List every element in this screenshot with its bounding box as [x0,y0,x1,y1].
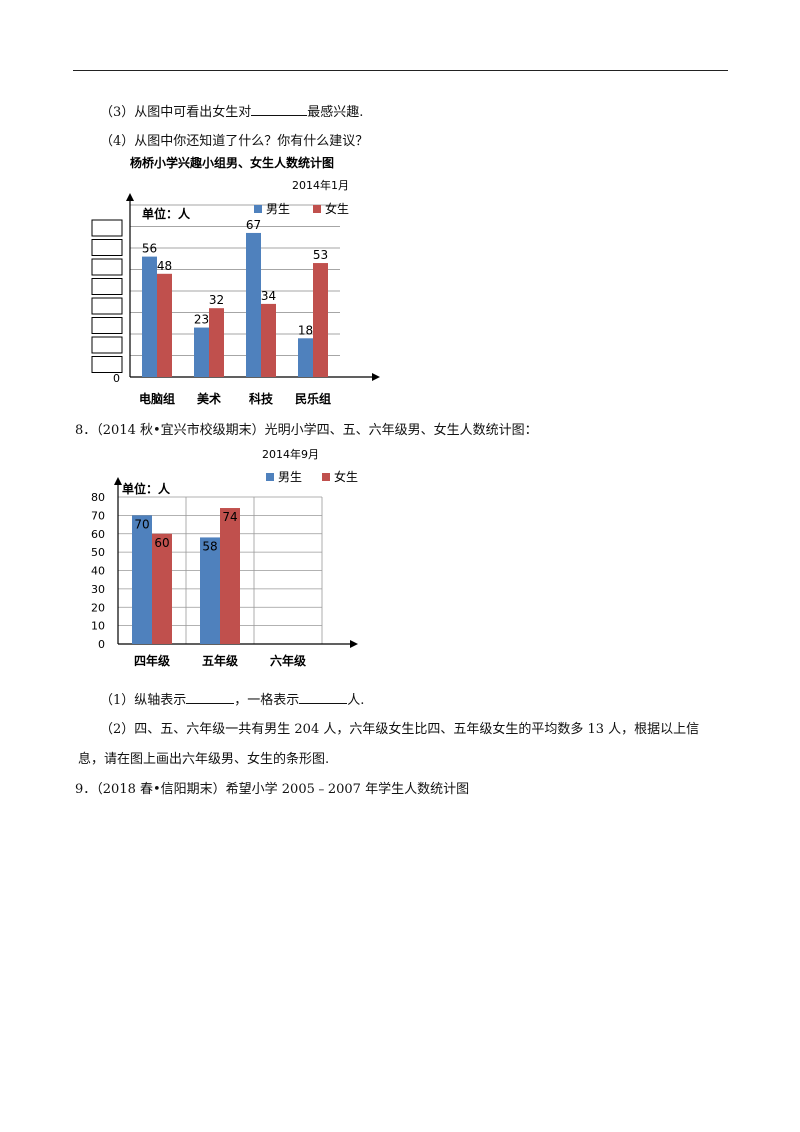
data-label: 67 [246,218,261,232]
bar-girls [157,273,172,377]
data-label: 34 [261,289,276,303]
y-tick-answer-box [91,356,123,373]
x-axis-arrow [350,640,358,648]
data-label: 74 [222,510,237,524]
chart-subtitle: 2014年1月 [292,178,349,192]
unit-label: 单位：人 [122,481,171,496]
legend-swatch-boys [254,205,262,213]
y-tick-label: 30 [91,583,105,596]
y-tick-label: 20 [91,601,105,614]
q8-sub1-after: 人. [347,693,365,708]
bar-girls [261,303,276,377]
legend-label-girls: 女生 [325,201,349,216]
data-label: 60 [154,536,169,550]
chart-title: 杨桥小学兴趣小组男、女生人数统计图 [130,155,334,170]
legend-label-boys: 男生 [266,202,290,216]
chart-subtitle: 2014年9月 [262,447,319,461]
y-tick-answer-box [91,239,123,256]
y-tick-answer-box [91,258,123,276]
category-label: 科技 [249,391,274,406]
y-tick-answer-box [91,317,123,334]
legend-label-boys: 男生 [278,470,302,484]
bar-boys [298,338,313,377]
data-label: 48 [157,259,172,273]
y-tick-answer-box [91,297,123,315]
y-tick-label: 0 [113,372,120,385]
y-tick-label: 60 [91,528,105,541]
data-label: 56 [142,242,157,256]
bar-boys [142,256,157,377]
y-tick-answer-box [91,278,123,295]
y-tick-label: 0 [98,638,105,651]
y-tick-answer-box [91,336,123,354]
q7-sub3-after: 最感兴趣. [307,105,364,120]
q8-sub1-before: （1）纵轴表示 [100,693,187,708]
y-tick-label: 80 [91,491,105,504]
category-label: 电脑组 [139,391,175,406]
q8-sub2-line2: 息，请在图上画出六年级男、女生的条形图. [78,752,330,767]
bar-girls [152,533,172,644]
x-axis-arrow [372,373,380,381]
answer-blank-grid[interactable] [299,691,348,704]
top-rule [73,70,728,71]
data-label: 32 [209,293,224,307]
y-axis-arrow [126,193,134,201]
category-label: 五年级 [202,653,238,668]
data-label: 18 [298,323,313,337]
category-label: 四年级 [134,653,170,668]
q9-header: 9．（2018 春•信阳期末）希望小学 2005﹣2007 年学生人数统计图 [75,782,470,797]
data-label: 58 [202,539,217,553]
bar-boys [246,232,261,377]
data-label: 53 [313,248,328,262]
bar-boys [132,515,152,644]
q8-header: 8．（2014 秋•宜兴市校级期末）光明小学四、五、六年级男、女生人数统计图： [75,423,538,438]
answer-blank-axis[interactable] [186,691,235,704]
q8-sub2-line1: （2）四、五、六年级一共有男生 204 人，六年级女生比四、五年级女生的平均数多… [100,722,700,737]
data-label: 23 [194,313,209,327]
y-tick-label: 10 [91,620,105,633]
q7-sub4: （4）从图中你还知道了什么？你有什么建议？ [100,134,369,149]
unit-label: 单位：人 [142,206,191,221]
bar-boys [194,327,209,377]
y-axis-arrow [114,477,122,485]
y-tick-label: 70 [91,509,105,522]
bar-boys [200,537,220,644]
answer-blank[interactable] [251,103,308,116]
category-label: 民乐组 [295,391,331,406]
legend-swatch-girls [322,473,330,481]
q7-sub3: （3）从图中可看出女生对 最感兴趣. [100,101,363,120]
data-label: 70 [134,517,149,531]
bar-girls [209,308,224,377]
bar-girls [313,263,328,377]
y-tick-label: 40 [91,565,105,578]
grade-students-chart: 2014年9月 0 10 20 30 40 50 60 70 80 单位：人 男生 女生 70 60 四年级 5… [91,447,358,668]
category-label: 美术 [197,391,221,406]
q8-sub1-middle: ，一格表示 [234,693,300,708]
legend-swatch-girls [313,205,321,213]
q8-sub1: （1）纵轴表示 ，一格表示 人. [100,689,364,708]
category-label: 六年级 [270,653,306,668]
q7-sub3-before: （3）从图中可看出女生对 [100,105,252,120]
legend-swatch-boys [266,473,274,481]
bar-girls [220,508,240,644]
y-tick-answer-box [91,219,123,237]
legend-label-girls: 女生 [334,469,358,484]
y-tick-label: 50 [91,546,105,559]
